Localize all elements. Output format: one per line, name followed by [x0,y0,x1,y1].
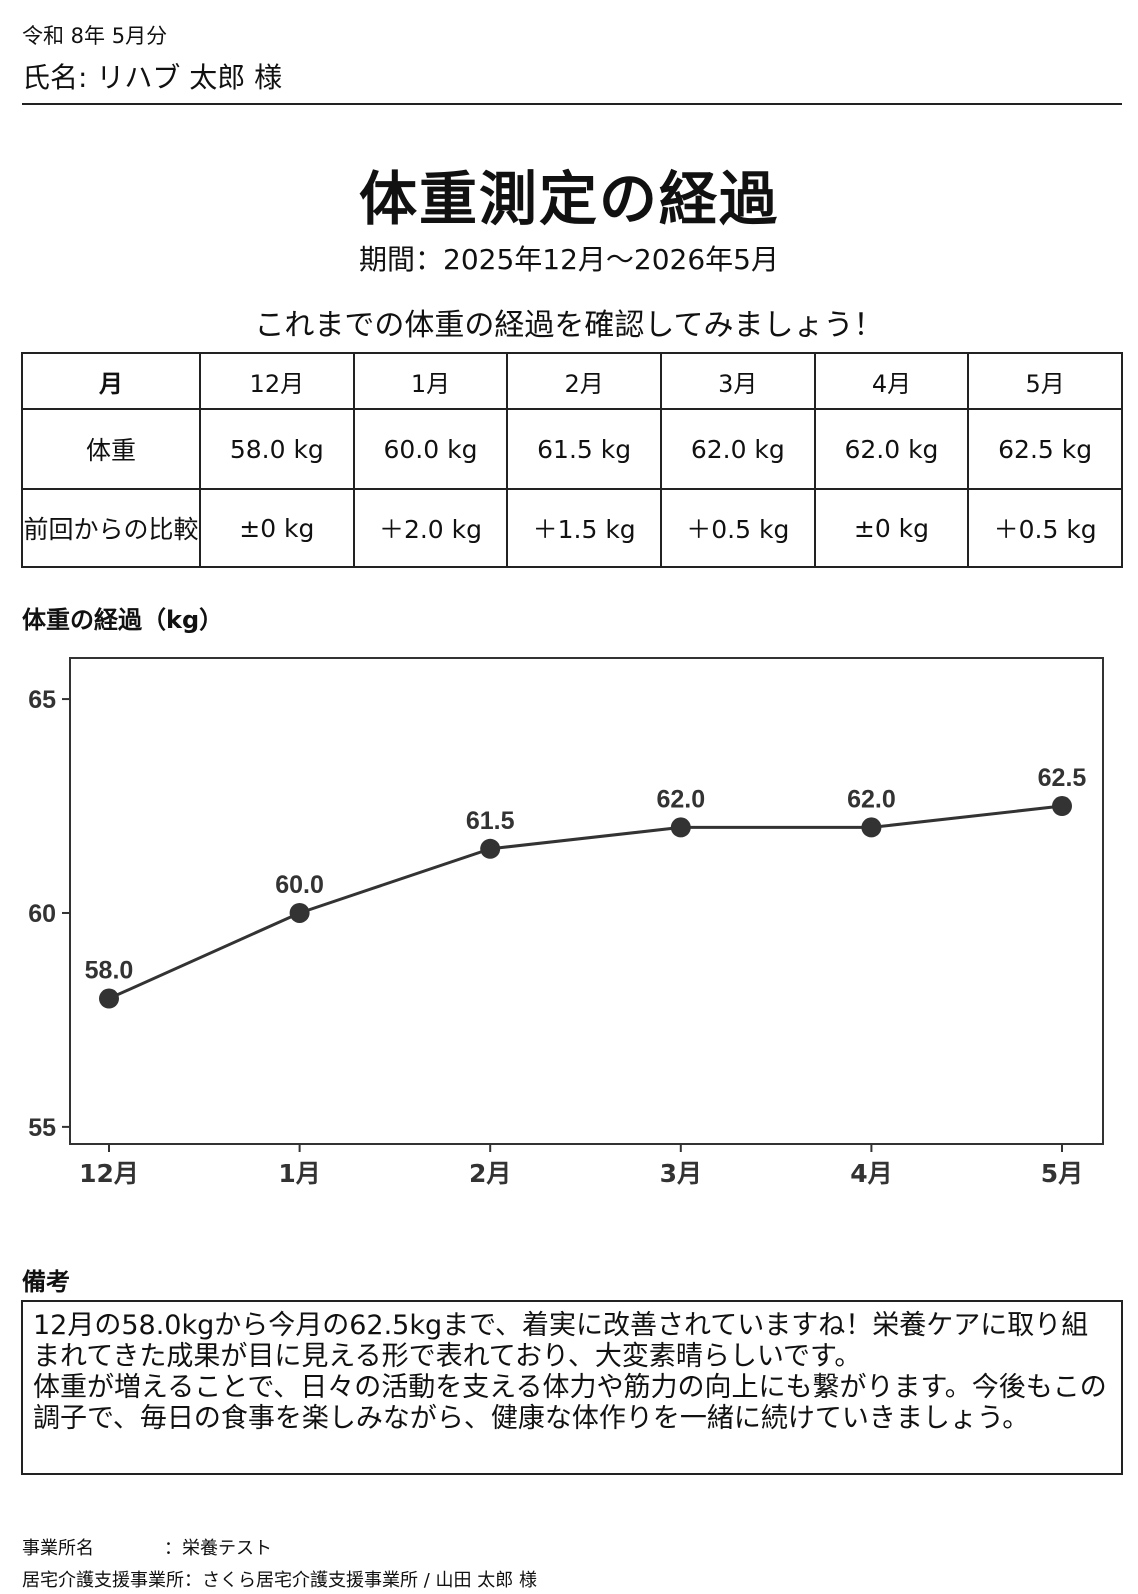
table-month: 3月 [659,352,816,410]
x-tick-label: 4月 [850,1159,892,1188]
weight-point [480,838,501,859]
remarks-line: 体重が増えることで、日々の活動を支える体力や筋力の向上にも繋がります。今後もこの… [33,1372,1107,1434]
weight-point [861,817,882,838]
weight-data-label: 58.0 [85,957,134,985]
weight-cell: 61.5 kg [506,408,662,490]
weight-row-label: 体重 [21,408,201,490]
table-row-weight: 体重 58.0 kg 60.0 kg 61.5 kg 62.0 kg 62.0 … [21,408,1123,490]
patient-name: 氏名: リハブ 太郎 様 [22,61,283,94]
table-header-row: 月 12月 1月 2月 3月 4月 5月 [21,352,1123,410]
measurement-period: 期間：2025年12月～2026年5月 [359,243,779,276]
table-month: 2月 [506,352,662,410]
weight-cell: 62.0 kg [659,408,816,490]
weight-point [289,902,310,923]
chart-title: 体重の経過（kg） [22,606,224,634]
diff-cell: ±0 kg [199,488,355,568]
footer-care-key: 居宅介護支援事業所 [22,1570,184,1591]
x-tick-label: 1月 [278,1159,320,1188]
diff-cell: ＋0.5 kg [659,488,816,568]
diff-row-label: 前回からの比較 [21,488,201,568]
footer-office: 事業所名 ：栄養テスト [22,1534,272,1560]
weight-data-label: 61.5 [466,807,515,835]
weight-cell: 62.5 kg [967,408,1123,490]
x-tick-label: 2月 [469,1159,511,1188]
table-month: 12月 [199,352,355,410]
y-tick-label: 60 [28,900,56,928]
weight-point [99,988,119,1009]
diff-cell: ＋2.0 kg [352,488,509,568]
report-period: 令和 8年 5月分 [22,24,168,48]
y-tick-label: 55 [28,1114,56,1142]
lead-text: これまでの体重の経過を確認してみましょう！ [254,308,884,343]
plot-frame [69,657,1104,1145]
table-month: 5月 [967,352,1123,410]
remarks-line: 12月の58.0kgから今月の62.5kgまで、着実に改善されていますね！栄養ケ… [33,1310,1089,1372]
x-tick-label: 12月 [79,1159,139,1188]
weight-cell: 58.0 kg [199,408,355,490]
table-row-diff: 前回からの比較 ±0 kg ＋2.0 kg ＋1.5 kg ＋0.5 kg ±0… [21,488,1123,568]
footer-care-value: ：さくら居宅介護支援事業所 / 山田 太郎 様 [184,1570,537,1591]
footer-office-key: 事業所名 [22,1538,94,1559]
x-tick-label: 3月 [660,1159,702,1188]
footer-care-office: 居宅介護支援事業所：さくら居宅介護支援事業所 / 山田 太郎 様 [22,1566,537,1592]
diff-cell: ＋0.5 kg [967,488,1123,568]
diff-cell: ＋1.5 kg [506,488,662,568]
x-tick-label: 5月 [1041,1159,1083,1188]
remarks-label: 備考 [22,1268,70,1296]
diff-cell: ±0 kg [813,488,970,568]
weight-line-chart: 55 60 65 12月 1月 2月 3月 4月 5月 58.0 60.0 61.5 62.0 62.0 6… [28,657,1104,1188]
y-tick-label: 65 [28,686,56,714]
page-title: 体重測定の経過 [358,165,779,233]
remarks-box: 12月の58.0kgから今月の62.5kgまで、着実に改善されていますね！栄養ケ… [21,1300,1123,1475]
weight-data-label: 60.0 [275,871,324,899]
weight-point [670,817,691,838]
weight-data-label: 62.0 [847,785,896,813]
header-divider [22,103,1122,105]
weight-data-label: 62.5 [1038,764,1087,792]
table-header-label: 月 [21,352,201,410]
weight-cell: 62.0 kg [813,408,970,490]
table-month: 4月 [813,352,970,410]
footer-office-value: ：栄養テスト [164,1538,272,1559]
weight-point [1052,796,1072,817]
weight-series-line [108,804,1063,1000]
weight-cell: 60.0 kg [352,408,509,490]
table-month: 1月 [352,352,509,410]
weight-table: 月 12月 1月 2月 3月 4月 5月 体重 58.0 kg 60.0 kg … [21,352,1123,568]
weight-data-label: 62.0 [656,785,705,813]
